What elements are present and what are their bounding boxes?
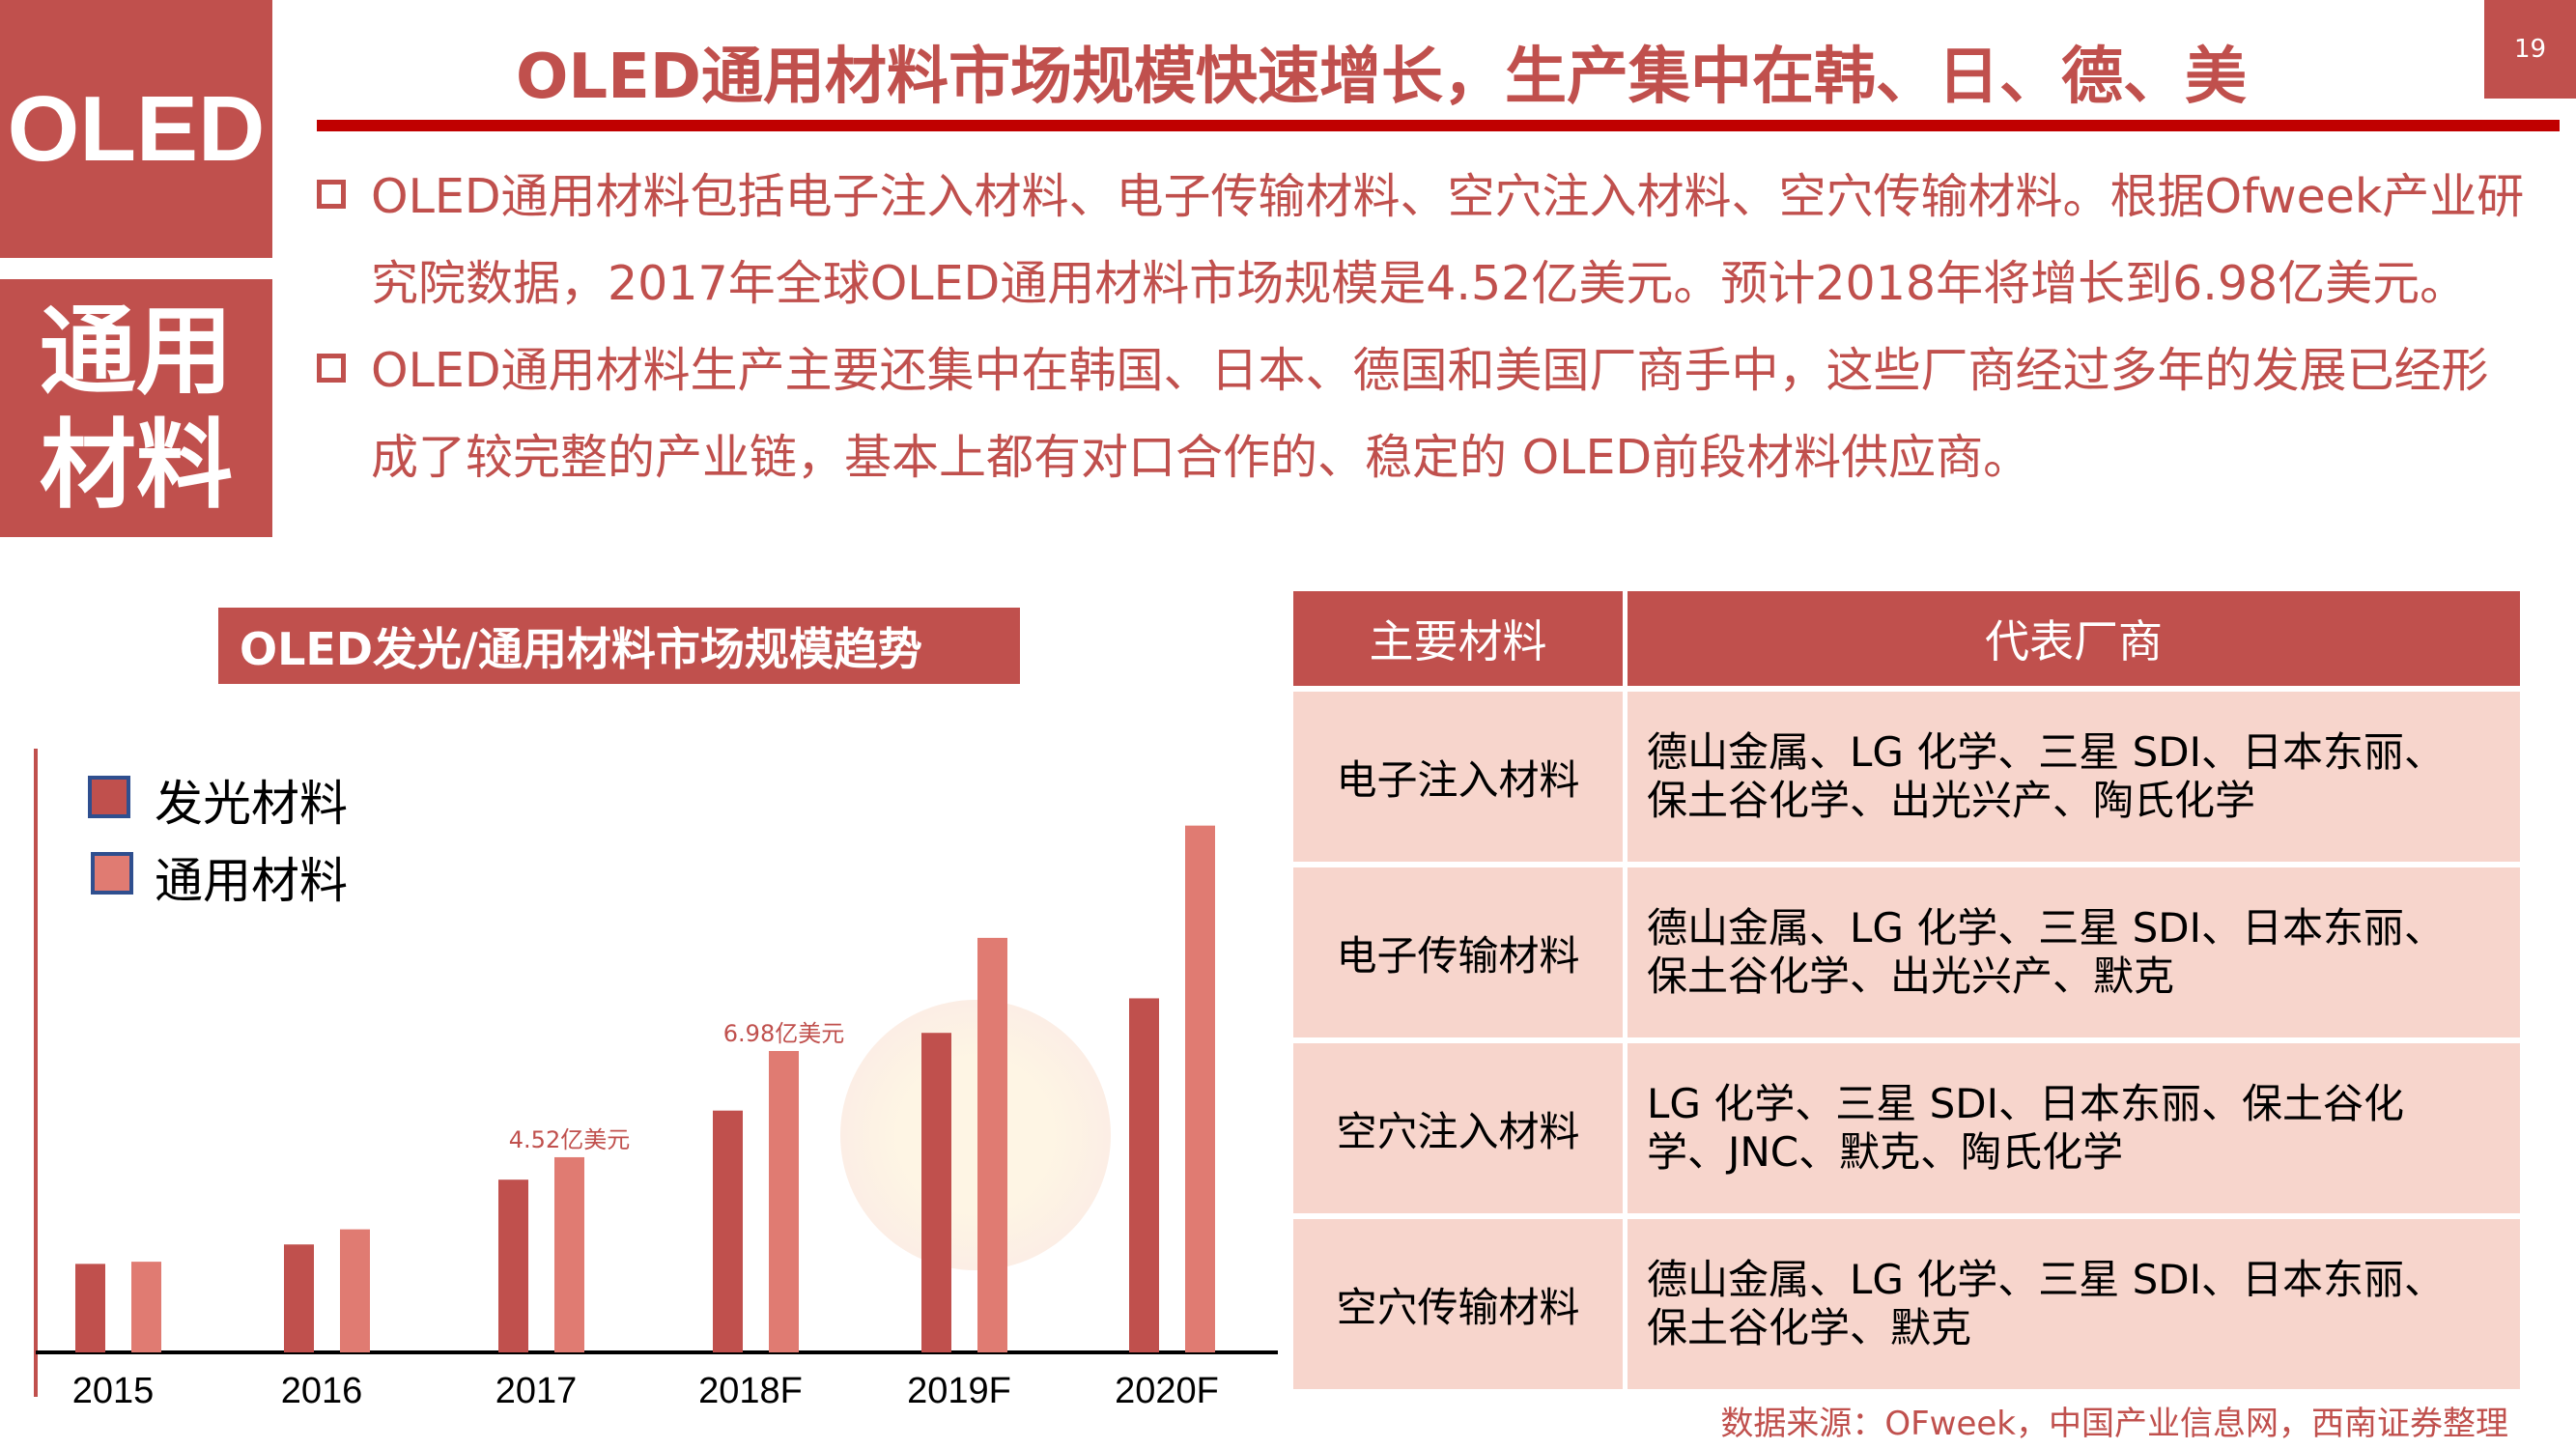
column-header: 代表厂商 — [1628, 591, 2520, 686]
x-tick-label: 2017 — [495, 1371, 578, 1411]
vendors-cell: 德山金属、LG 化学、三星 SDI、日本东丽、保土谷化学、默克 — [1628, 1219, 2520, 1389]
bullet-text: OLED通用材料包括电子注入材料、电子传输材料、空穴注入材料、空穴传输材料。根据… — [371, 169, 2525, 311]
x-tick-label: 2020F — [1115, 1371, 1219, 1411]
chart-title: OLED发光/通用材料市场规模趋势 — [218, 608, 1020, 684]
data-label: 6.98亿美元 — [723, 1020, 844, 1047]
x-tick-label: 2019F — [907, 1371, 1011, 1411]
bullet-item: OLED通用材料生产主要还集中在韩国、日本、德国和美国厂商手中，这些厂商经过多年… — [317, 327, 2529, 501]
vendors-cell: 德山金属、LG 化学、三星 SDI、日本东丽、保土谷化学、出光兴产、默克 — [1628, 867, 2520, 1037]
bar-2016-0 — [284, 1244, 314, 1352]
bar-2015-0 — [75, 1264, 105, 1352]
material-cell: 空穴注入材料 — [1293, 1043, 1628, 1213]
table-header-row: 主要材料 代表厂商 — [1293, 591, 2520, 686]
column-header: 主要材料 — [1293, 591, 1628, 686]
bar-2020F-0 — [1129, 998, 1159, 1352]
square-bullet-icon — [317, 180, 346, 209]
x-tick-label: 2015 — [72, 1371, 155, 1411]
material-cell: 空穴传输材料 — [1293, 1219, 1628, 1389]
title-divider — [317, 120, 2560, 131]
bar-chart: 2015 2016 2017 2018F 2019F 2020F 4.52亿美元 6.98亿美… — [34, 749, 1278, 1411]
oled-label-box: OLED — [0, 0, 272, 258]
vendors-cell: 德山金属、LG 化学、三星 SDI、日本东丽、保土谷化学、出光兴产、陶氏化学 — [1628, 692, 2520, 862]
bar-2016-1 — [340, 1229, 370, 1352]
legend-label: 通用材料 — [155, 853, 348, 909]
x-tick-label: 2016 — [281, 1371, 363, 1411]
bullet-text: OLED通用材料生产主要还集中在韩国、日本、德国和美国厂商手中，这些厂商经过多年… — [371, 343, 2489, 485]
square-bullet-icon — [317, 354, 346, 383]
bar-2018F-0 — [713, 1110, 743, 1352]
bar-2018F-1 — [769, 1050, 799, 1352]
table-row: 电子传输材料 德山金属、LG 化学、三星 SDI、日本东丽、保土谷化学、出光兴产、… — [1293, 867, 2520, 1037]
table-row: 电子注入材料 德山金属、LG 化学、三星 SDI、日本东丽、保土谷化学、出光兴产、… — [1293, 692, 2520, 862]
table-row: 空穴注入材料 LG 化学、三星 SDI、日本东丽、保土谷化学、JNC、默克、陶氏化… — [1293, 1043, 2520, 1213]
materials-table: 主要材料 代表厂商 电子注入材料 德山金属、LG 化学、三星 SDI、日本东丽、保… — [1293, 585, 2520, 1395]
bar-2017-1 — [554, 1156, 584, 1352]
page-number: 19 — [2484, 0, 2576, 99]
bar-2017-0 — [498, 1179, 528, 1352]
page-title: OLED通用材料市场规模快速增长，生产集中在韩、日、德、美 — [515, 42, 2248, 113]
legend-label: 发光材料 — [155, 776, 348, 832]
data-label: 4.52亿美元 — [509, 1126, 630, 1153]
x-tick-label: 2018F — [698, 1371, 803, 1411]
bar-2019F-0 — [921, 1033, 951, 1352]
watermark-logo — [840, 1000, 1111, 1270]
data-source-note: 数据来源：OFweek，中国产业信息网，西南证券整理 — [1720, 1405, 2508, 1443]
bar-2019F-1 — [977, 937, 1007, 1352]
topic-label-box: 通用材料 — [0, 279, 272, 537]
bullet-item: OLED通用材料包括电子注入材料、电子传输材料、空穴注入材料、空穴传输材料。根据… — [317, 154, 2529, 327]
bar-2015-1 — [131, 1262, 161, 1352]
legend-swatch-emissive — [88, 776, 130, 818]
bar-2020F-1 — [1185, 825, 1215, 1352]
legend-swatch-common — [91, 852, 133, 895]
vendors-cell: LG 化学、三星 SDI、日本东丽、保土谷化学、JNC、默克、陶氏化学 — [1628, 1043, 2520, 1213]
table-row: 空穴传输材料 德山金属、LG 化学、三星 SDI、日本东丽、保土谷化学、默克 — [1293, 1219, 2520, 1389]
material-cell: 电子注入材料 — [1293, 692, 1628, 862]
material-cell: 电子传输材料 — [1293, 867, 1628, 1037]
